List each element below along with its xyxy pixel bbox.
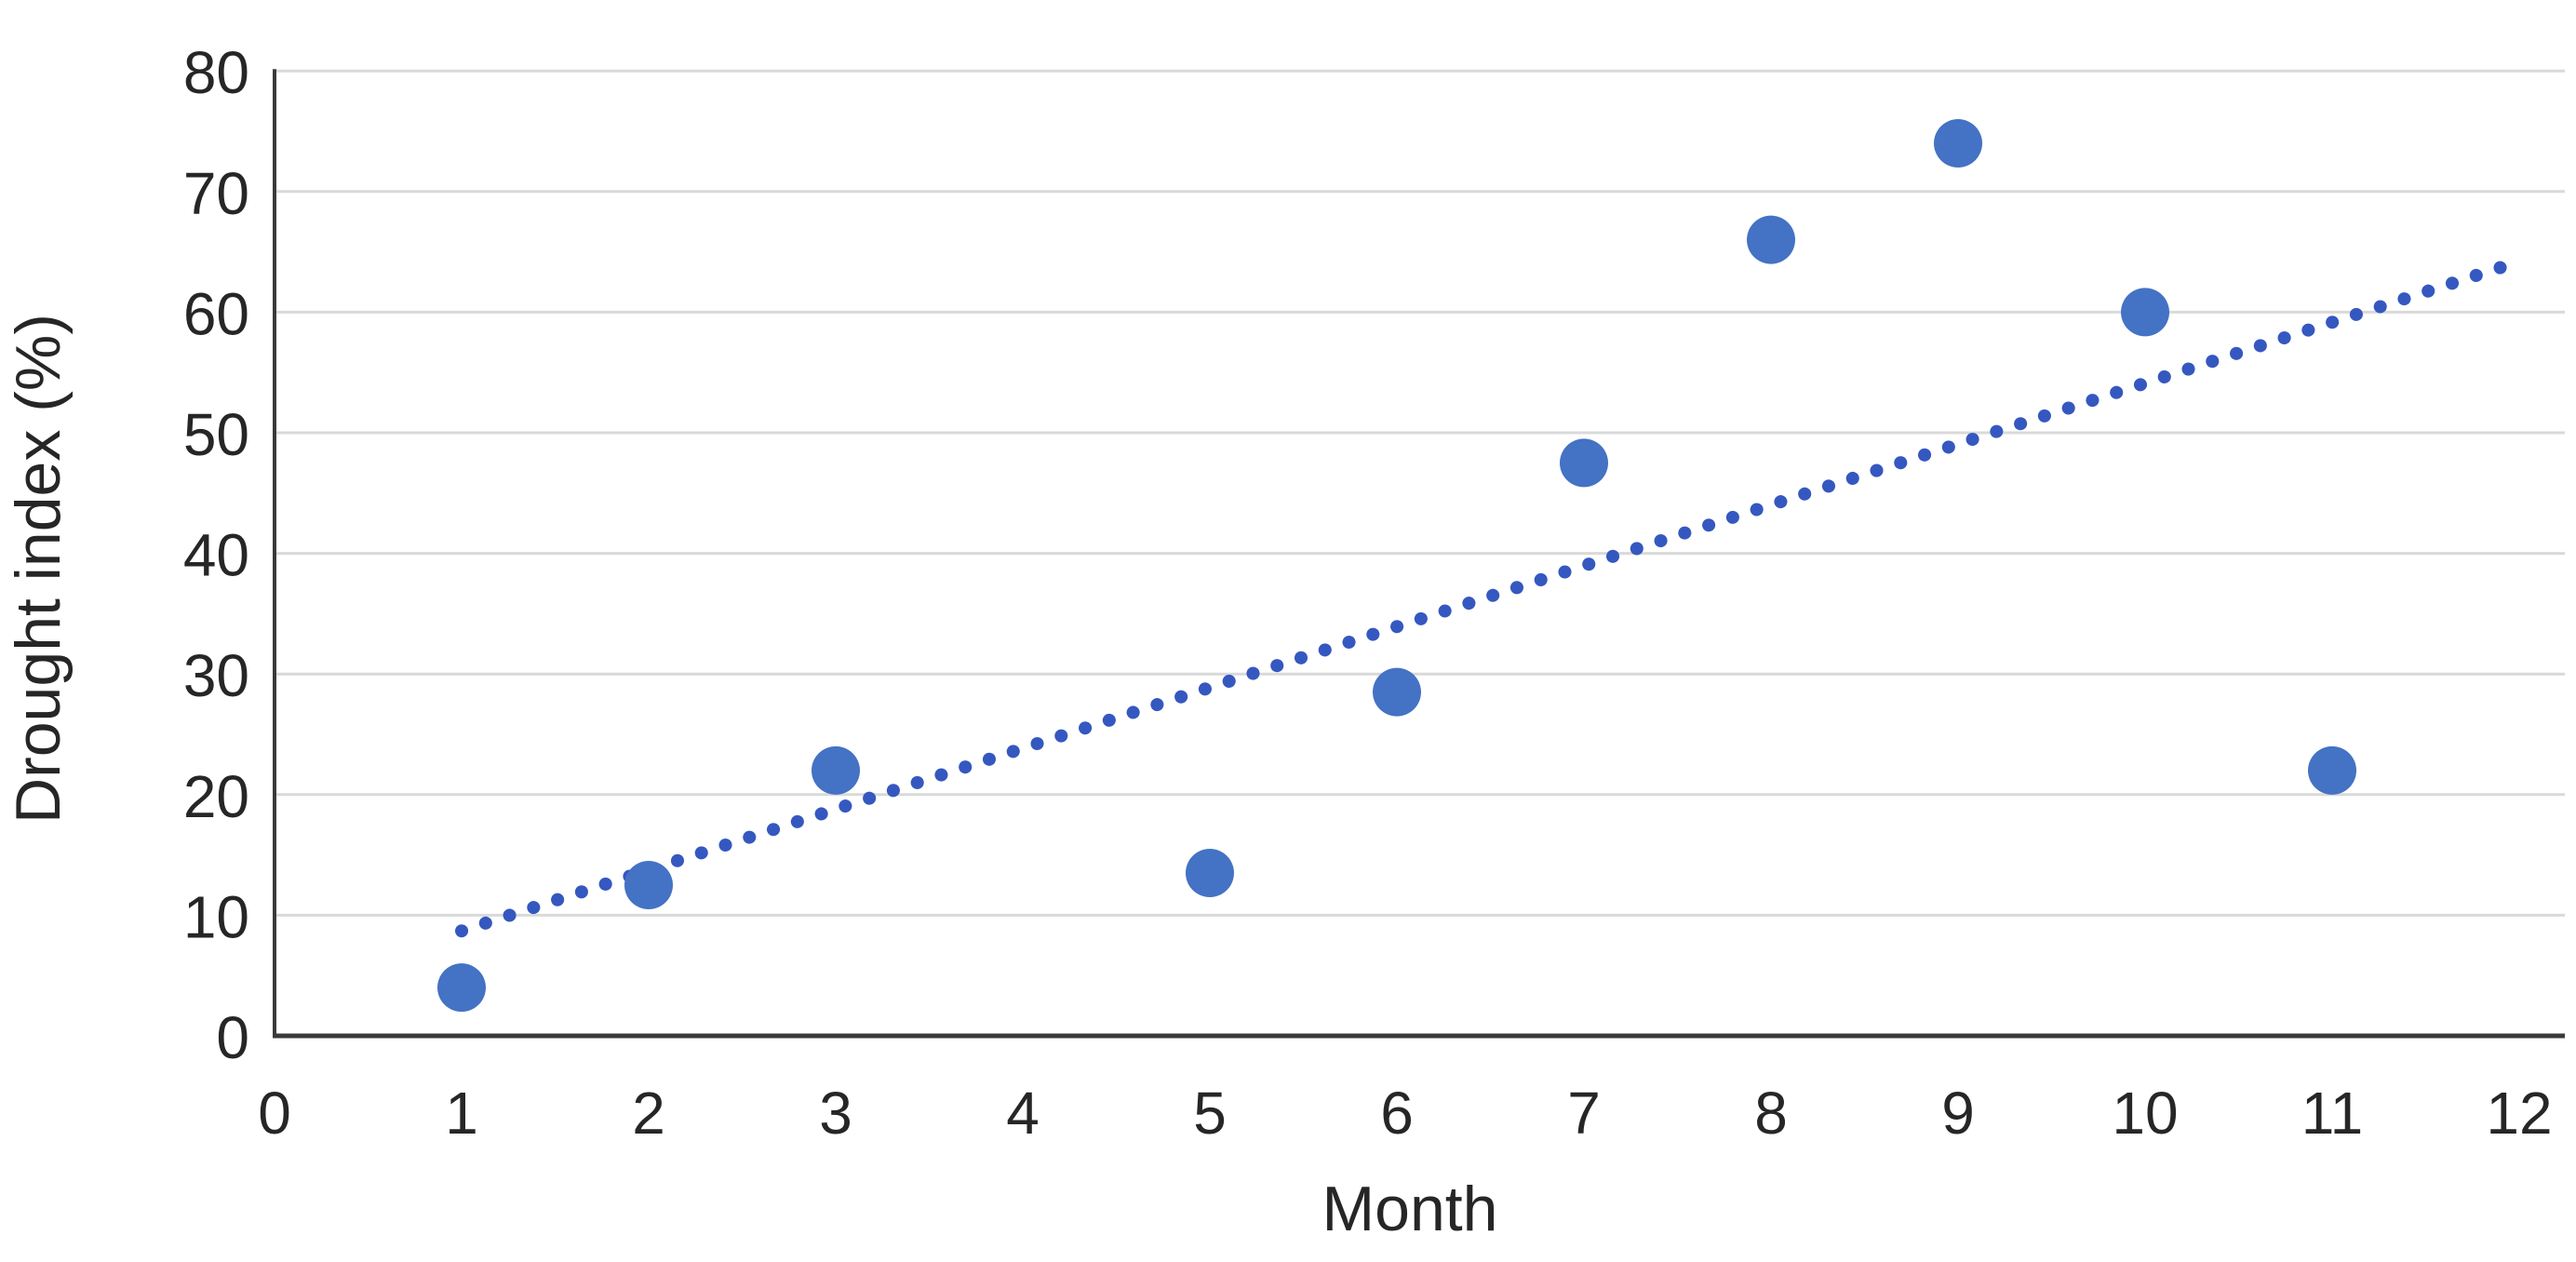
y-tick-label-80: 80 [183, 39, 249, 106]
x-tick-label-2: 2 [632, 1080, 665, 1147]
data-point-month-2 [624, 861, 673, 909]
axes-layer [273, 69, 2565, 1039]
y-tick-label-30: 30 [183, 642, 249, 709]
data-point-month-9 [1934, 118, 1982, 168]
x-axis-title: Month [1322, 1174, 1498, 1244]
x-tick-label-1: 1 [445, 1080, 478, 1147]
x-tick-label-9: 9 [1941, 1080, 1975, 1147]
y-tick-labels: 0 10 20 30 40 50 60 70 80 [183, 39, 249, 1071]
x-tick-label-10: 10 [2112, 1080, 2178, 1147]
y-tick-label-50: 50 [183, 401, 249, 468]
data-point-month-10 [2121, 288, 2169, 337]
gridlines-layer [275, 69, 2565, 917]
x-tick-label-6: 6 [1380, 1080, 1414, 1147]
data-point-month-5 [1186, 849, 1234, 898]
x-tick-label-4: 4 [1006, 1080, 1040, 1147]
data-point-month-7 [1560, 438, 1608, 488]
x-tick-label-0: 0 [258, 1080, 291, 1147]
trendline-layer [455, 261, 2507, 938]
y-tick-label-0: 0 [216, 1004, 249, 1071]
y-tick-label-70: 70 [183, 160, 249, 227]
x-tick-label-3: 3 [819, 1080, 852, 1147]
y-tick-label-40: 40 [183, 522, 249, 589]
data-points-layer [437, 118, 2356, 1013]
x-tick-label-8: 8 [1754, 1080, 1788, 1147]
x-tick-label-7: 7 [1567, 1080, 1601, 1147]
y-tick-label-60: 60 [183, 280, 249, 347]
data-point-month-8 [1747, 215, 1795, 264]
data-point-month-1 [437, 963, 486, 1013]
x-tick-label-5: 5 [1193, 1080, 1227, 1147]
x-tick-label-11: 11 [2301, 1080, 2363, 1147]
y-axis-title: Drought index (%) [3, 314, 74, 824]
data-point-month-11 [2308, 745, 2356, 795]
x-tick-label-12: 12 [2486, 1080, 2552, 1147]
data-point-month-3 [812, 745, 860, 795]
x-tick-labels: 0 1 2 3 4 5 6 7 8 9 10 11 12 [258, 1080, 2552, 1147]
y-tick-label-20: 20 [183, 763, 249, 830]
trendline-dotted [455, 261, 2507, 938]
y-tick-label-10: 10 [183, 883, 249, 950]
data-point-month-6 [1373, 667, 1421, 717]
